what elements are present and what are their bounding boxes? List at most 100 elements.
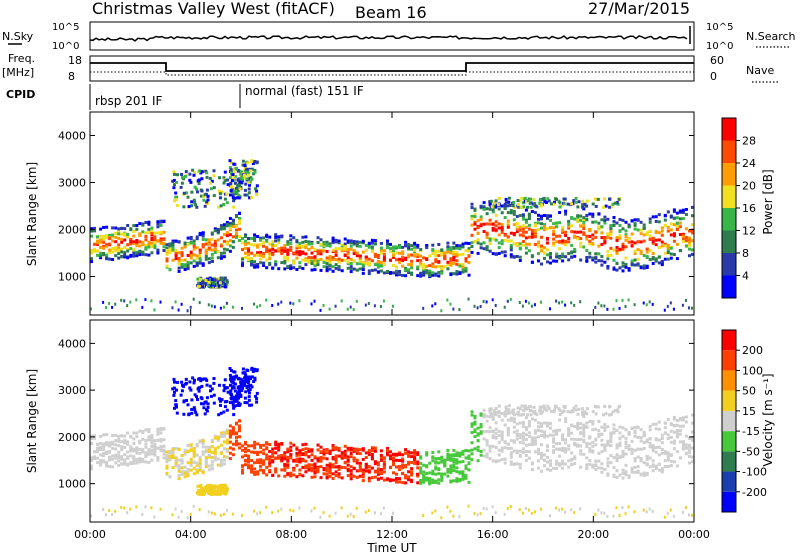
velocity-cell (467, 480, 471, 484)
power-cell (117, 227, 121, 231)
power-cell (241, 261, 244, 265)
power-cell (485, 207, 489, 211)
velocity-cell (93, 455, 96, 459)
power-cell (597, 252, 601, 256)
velocity-cell (624, 428, 628, 432)
power-cell (343, 237, 347, 241)
power-cell (343, 253, 347, 257)
velocity-cell (331, 448, 335, 452)
nsky-trace (89, 35, 688, 42)
velocity-cell (449, 509, 452, 513)
power-cell (144, 238, 148, 242)
power-cell (473, 239, 477, 243)
velocity-cell (630, 470, 634, 474)
power-cell (289, 245, 293, 249)
power-cell (90, 234, 93, 238)
velocity-cell (564, 510, 567, 514)
power-cell (524, 242, 528, 246)
power-cell (207, 246, 211, 250)
power-cell (446, 260, 450, 264)
power-cell (564, 230, 568, 234)
velocity-cell (591, 440, 595, 444)
velocity-cell (307, 449, 311, 453)
power-cell (639, 220, 643, 224)
velocity-cell (555, 447, 559, 451)
power-cell (319, 242, 323, 246)
velocity-cell (203, 412, 207, 416)
power-cell (268, 251, 272, 255)
velocity-cell (117, 434, 121, 438)
power-cell (476, 231, 480, 235)
velocity-cell (222, 383, 226, 387)
velocity-cell (630, 447, 634, 451)
power-cell (419, 261, 423, 265)
velocity-cell (691, 513, 693, 517)
power-cell (470, 206, 474, 210)
power-cell (352, 249, 356, 253)
velocity-cell (259, 460, 263, 464)
power-cell (585, 217, 589, 221)
velocity-cell (446, 457, 450, 461)
power-cell (543, 214, 546, 217)
power-cell (431, 304, 434, 308)
power-cell (173, 183, 176, 187)
velocity-cell (219, 435, 223, 438)
velocity-cell (657, 420, 661, 424)
velocity-cell (582, 428, 586, 432)
power-cell (618, 236, 622, 240)
velocity-cell (582, 425, 586, 429)
velocity-cell (292, 468, 296, 472)
velocity-cell (588, 462, 592, 466)
power-cell (298, 299, 301, 303)
power-cell (334, 238, 338, 242)
velocity-cell (431, 451, 435, 454)
velocity-cell (512, 425, 516, 429)
power-cell (343, 247, 347, 251)
velocity-cell (235, 439, 238, 443)
power-cell (464, 269, 468, 273)
velocity-cell (153, 453, 157, 457)
velocity-cell (549, 433, 552, 437)
velocity-cell (277, 448, 281, 452)
power-cell (398, 245, 401, 249)
power-cell (153, 308, 156, 312)
power-cell (540, 203, 544, 207)
velocity-cell (572, 406, 576, 410)
power-cell (464, 259, 468, 263)
power-cell (150, 251, 154, 255)
power-cell (524, 230, 528, 234)
power-cell (186, 260, 190, 264)
velocity-cell (416, 472, 420, 476)
velocity-cell (410, 470, 414, 474)
velocity-cell (205, 383, 209, 387)
velocity-cell (93, 436, 96, 440)
velocity-cell (437, 450, 441, 454)
velocity-cell (527, 420, 531, 424)
power-cell (249, 176, 253, 180)
velocity-cell (407, 454, 411, 458)
power-cell (648, 229, 652, 233)
velocity-cell (567, 429, 571, 433)
velocity-cell (600, 438, 604, 442)
power-cell (379, 260, 383, 264)
velocity-cell (114, 443, 118, 447)
velocity-cell (126, 440, 130, 444)
velocity-cell (669, 429, 673, 433)
power-cell (558, 211, 562, 214)
power-cell (129, 240, 133, 244)
power-cell (639, 240, 643, 244)
velocity-cell (410, 473, 414, 477)
power-cell (316, 252, 320, 256)
velocity-cell (654, 446, 658, 449)
power-cell (392, 252, 395, 256)
velocity-cell (506, 411, 509, 415)
velocity-cell (202, 377, 206, 381)
velocity-cell (464, 466, 468, 470)
velocity-cell (162, 427, 166, 431)
power-cell (193, 200, 197, 204)
power-cell (547, 199, 551, 203)
power-cell (470, 214, 474, 218)
power-cell (636, 248, 640, 252)
power-cell (114, 249, 118, 253)
